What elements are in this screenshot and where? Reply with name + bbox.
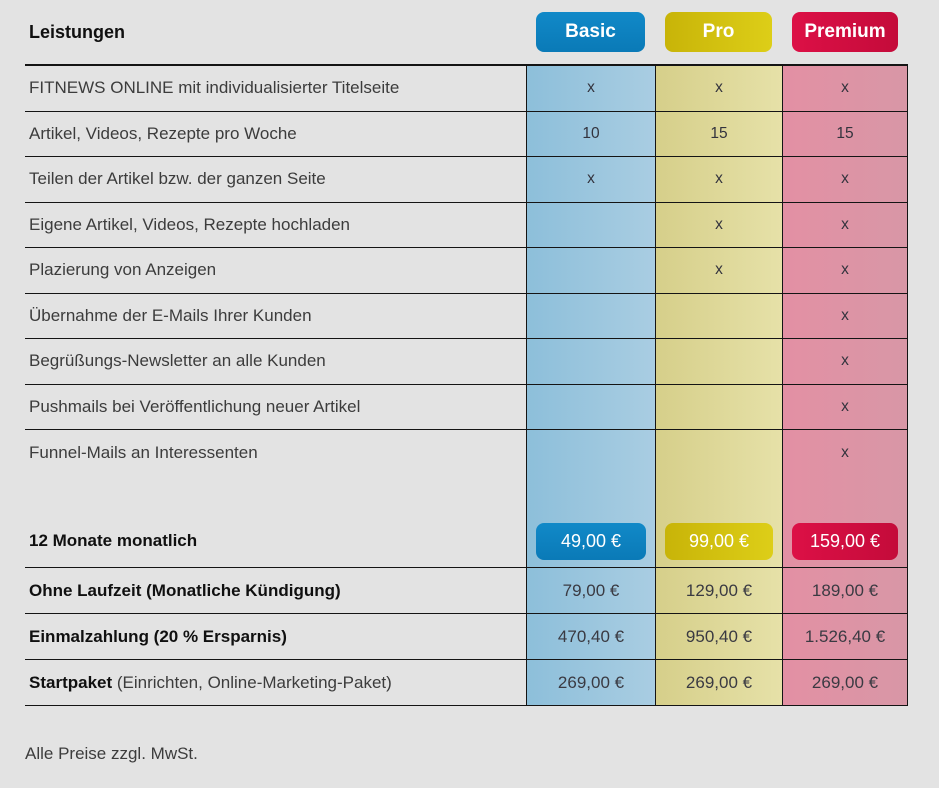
feature-label: Eigene Artikel, Videos, Rezepte hochlade… <box>29 214 351 234</box>
pro-cell <box>656 430 782 475</box>
premium-cell: x <box>782 384 908 429</box>
pricing-table: Leistungen Basic Pro Premium FITNEWS ONL… <box>25 0 908 706</box>
basic-cell <box>527 430 655 475</box>
table-row: Begrüßungs-Newsletter an alle Kunden x <box>25 339 908 385</box>
premium-cell: x <box>782 248 908 293</box>
premium-plan-button[interactable]: Premium <box>792 12 898 52</box>
basic-cell: 269,00 € <box>526 660 655 705</box>
premium-cell: x <box>841 443 849 461</box>
premium-cell: 15 <box>782 111 908 156</box>
basic-cell: x <box>526 66 655 111</box>
pro-cell: 950,40 € <box>655 614 782 659</box>
pro-cell: x <box>655 248 782 293</box>
basic-cell: 10 <box>526 111 655 156</box>
pro-cell: 15 <box>655 111 782 156</box>
pro-cell <box>655 384 782 429</box>
vat-note: Alle Preise zzgl. MwSt. <box>25 744 198 763</box>
basic-cell <box>526 384 655 429</box>
pro-cell: 269,00 € <box>655 660 782 705</box>
table-row-funnel-and-monthly: Funnel-Mails an Interessenten 12 Monate … <box>25 430 908 568</box>
premium-monthly-price-button[interactable]: 159,00 € <box>792 522 898 560</box>
table-row: Übernahme der E-Mails Ihrer Kunden x <box>25 293 908 339</box>
table-row: FITNEWS ONLINE mit individualisierter Ti… <box>25 66 908 112</box>
premium-cell: x <box>782 157 908 202</box>
basic-cell: 470,40 € <box>526 614 655 659</box>
table-row: Teilen der Artikel bzw. der ganzen Seite… <box>25 157 908 203</box>
basic-cell <box>526 293 655 338</box>
feature-label: Übernahme der E-Mails Ihrer Kunden <box>29 305 312 325</box>
table-row: Artikel, Videos, Rezepte pro Woche 10 15… <box>25 111 908 157</box>
price-row-label: Einmalzahlung (20 % Ersparnis) <box>29 626 287 646</box>
pro-cell: x <box>655 157 782 202</box>
basic-cell <box>526 339 655 384</box>
feature-label: Pushmails bei Veröffentlichung neuer Art… <box>29 396 361 416</box>
table-row: Eigene Artikel, Videos, Rezepte hochlade… <box>25 202 908 248</box>
feature-label: Plazierung von Anzeigen <box>29 260 217 280</box>
premium-cell: 1.526,40 € <box>782 614 908 659</box>
price-row-label: Ohne Laufzeit (Monatliche Kündigung) <box>29 580 341 600</box>
table-row-one-time: Einmalzahlung (20 % Ersparnis) 470,40 € … <box>25 614 908 660</box>
feature-label: Artikel, Videos, Rezepte pro Woche <box>29 123 297 143</box>
basic-plan-button[interactable]: Basic <box>536 12 645 52</box>
pro-cell <box>655 293 782 338</box>
table-row-no-term: Ohne Laufzeit (Monatliche Kündigung) 79,… <box>25 568 908 614</box>
feature-label: Teilen der Artikel bzw. der ganzen Seite <box>29 169 326 189</box>
table-title: Leistungen <box>29 21 126 42</box>
table-row: Plazierung von Anzeigen x x <box>25 248 908 294</box>
price-row-label: Startpaket (Einrichten, Online-Marketing… <box>29 672 392 692</box>
header-row: Leistungen Basic Pro Premium <box>25 0 908 66</box>
feature-label: FITNEWS ONLINE mit individualisierter Ti… <box>29 78 400 98</box>
table-row: Pushmails bei Veröffentlichung neuer Art… <box>25 384 908 430</box>
pro-cell <box>655 339 782 384</box>
basic-cell <box>526 248 655 293</box>
premium-cell: x <box>782 339 908 384</box>
table-row-starter: Startpaket (Einrichten, Online-Marketing… <box>25 660 908 706</box>
feature-label: Funnel-Mails an Interessenten <box>29 442 258 462</box>
pro-cell: x <box>655 202 782 247</box>
pro-cell: x <box>655 66 782 111</box>
premium-cell: x <box>782 202 908 247</box>
basic-cell: 79,00 € <box>526 568 655 613</box>
premium-cell: 269,00 € <box>782 660 908 705</box>
premium-cell: x <box>782 66 908 111</box>
premium-cell: 189,00 € <box>782 568 908 613</box>
basic-cell: x <box>526 157 655 202</box>
price-row-label: 12 Monate monatlich <box>29 531 198 550</box>
basic-cell <box>526 202 655 247</box>
pro-monthly-price-button[interactable]: 99,00 € <box>665 522 773 560</box>
pro-cell: 129,00 € <box>655 568 782 613</box>
feature-label: Begrüßungs-Newsletter an alle Kunden <box>29 351 326 371</box>
premium-cell: x <box>782 293 908 338</box>
pro-plan-button[interactable]: Pro <box>665 12 772 52</box>
basic-monthly-price-button[interactable]: 49,00 € <box>536 522 646 560</box>
